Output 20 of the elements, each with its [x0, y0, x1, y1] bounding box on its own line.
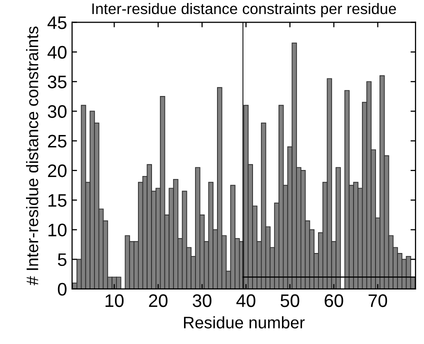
- y-tick-label: 45: [48, 16, 66, 30]
- x-tick-label: 10: [106, 294, 124, 308]
- x-tick-label: 20: [149, 294, 168, 308]
- y-axis-title: # Inter-residue distance constraints: [26, 26, 38, 286]
- y-tick-label: 40: [48, 46, 67, 59]
- y-tick-label: 0: [58, 282, 67, 296]
- x-tick-label: 70: [368, 294, 388, 308]
- x-tick-label: 50: [280, 294, 300, 308]
- x-tick-label: 40: [236, 294, 256, 308]
- y-tick-label: 10: [48, 224, 67, 236]
- y-tick-label: 25: [48, 134, 66, 148]
- y-tick-label: 30: [48, 105, 67, 118]
- y-tick-label: 15: [48, 194, 66, 207]
- x-axis-title: Residue number: [184, 316, 305, 328]
- y-tick-label: 20: [48, 164, 67, 178]
- x-tick-label: 60: [324, 294, 344, 308]
- chart-title: Inter-residue distance constraints per residue: [92, 2, 396, 18]
- y-tick-label: 35: [48, 76, 66, 88]
- x-tick-label: 30: [192, 294, 212, 308]
- y-tick-label: 5: [58, 253, 66, 266]
